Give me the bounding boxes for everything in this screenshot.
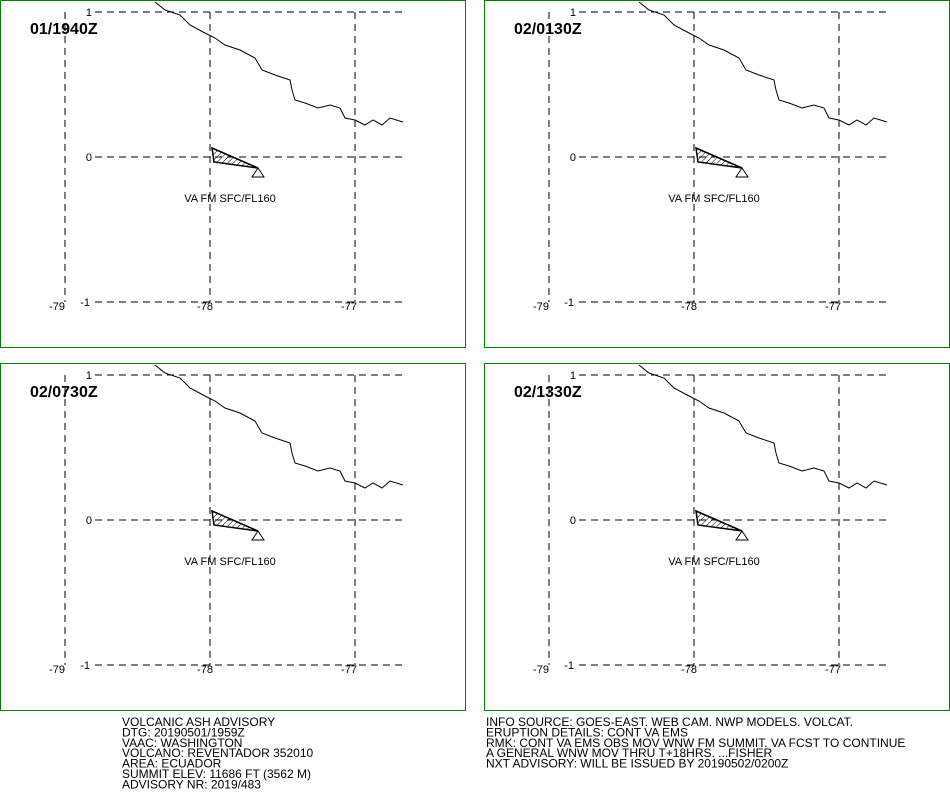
- advisory-line: VOLCANO: REVENTADOR 352010: [122, 746, 314, 760]
- lon-label: -78: [681, 664, 697, 676]
- coastline: [154, 364, 404, 489]
- lat-label: -1: [564, 660, 574, 672]
- advisory-line: DTG: 20190501/1959Z: [122, 725, 245, 739]
- map-panel: 02/1330Z VA FM SFC/FL160 1 0 -1 -79 -78 -77: [484, 363, 950, 711]
- advisory-line: RMK: CONT VA EMS OBS MOV WNW FM SUMMIT. …: [486, 736, 905, 750]
- ash-edge: [695, 147, 743, 169]
- volcano: [251, 167, 265, 178]
- lat-label: 0: [570, 515, 576, 527]
- advisory-line: AREA: ECUADOR: [122, 757, 222, 771]
- lon-label: -77: [341, 301, 357, 313]
- panel-border: [484, 0, 950, 348]
- advisory-line: VAAC: WASHINGTON: [122, 736, 242, 750]
- lat-label: 1: [570, 370, 576, 382]
- ash-annotation: VA FM SFC/FL160: [184, 193, 276, 205]
- lon-label: -79: [49, 664, 65, 676]
- coastline: [154, 1, 404, 126]
- ash-annotation: VA FM SFC/FL160: [668, 193, 760, 205]
- advisory-line: ADVISORY NR: 2019/483: [122, 777, 261, 791]
- map-panel: 01/1940Z VA FM SFC/FL160 1 0 -1 -79 -78 -77: [0, 0, 466, 348]
- lon-label: -79: [49, 301, 65, 313]
- advisory-line: ERUPTION DETAILS: CONT VA EMS: [486, 725, 688, 739]
- lat-label: -1: [80, 660, 90, 672]
- lon-label: -78: [681, 301, 697, 313]
- panel-border: [0, 0, 466, 348]
- advisory-line: A GENERAL WNW MOV THRU T+18HRS. ...FISHE…: [486, 746, 772, 760]
- panel-border: [484, 363, 950, 711]
- lon-label: -77: [825, 664, 841, 676]
- panel-time: 02/0730Z: [30, 384, 98, 401]
- coastline: [638, 1, 888, 126]
- lat-label: -1: [564, 297, 574, 309]
- advisory-line: VOLCANIC ASH ADVISORY: [122, 715, 275, 729]
- lat-label: 1: [86, 7, 92, 19]
- lon-label: -78: [197, 664, 213, 676]
- coastline: [638, 364, 888, 489]
- lat-label: 0: [570, 152, 576, 164]
- panel-time: 01/1940Z: [30, 21, 98, 38]
- lat-label: 0: [86, 515, 92, 527]
- lat-label: -1: [80, 297, 90, 309]
- map-panel: 02/0130Z VA FM SFC/FL160 1 0 -1 -79 -78 -77: [484, 0, 950, 348]
- panel-border: [0, 363, 466, 711]
- lat-label: 1: [86, 370, 92, 382]
- lon-label: -77: [341, 664, 357, 676]
- ash-annotation: VA FM SFC/FL160: [668, 556, 760, 568]
- map-panel: 02/0730Z VA FM SFC/FL160 1 0 -1 -79 -78 -77: [0, 363, 466, 711]
- advisory-line: NXT ADVISORY: WILL BE ISSUED BY 20190502…: [486, 757, 788, 771]
- lat-label: 0: [86, 152, 92, 164]
- volcano: [735, 167, 749, 178]
- panel-time: 02/1330Z: [514, 384, 582, 401]
- ash-edge: [695, 510, 743, 532]
- lon-label: -77: [825, 301, 841, 313]
- volcano: [251, 530, 265, 541]
- ash-edge: [211, 510, 259, 532]
- ash-annotation: VA FM SFC/FL160: [184, 556, 276, 568]
- volcano: [735, 530, 749, 541]
- lat-label: 1: [570, 7, 576, 19]
- ash-edge: [211, 147, 259, 169]
- lon-label: -79: [533, 664, 549, 676]
- advisory-line: INFO SOURCE: GOES-EAST. WEB CAM. NWP MOD…: [486, 715, 853, 729]
- lon-label: -79: [533, 301, 549, 313]
- panel-time: 02/0130Z: [514, 21, 582, 38]
- lon-label: -78: [197, 301, 213, 313]
- advisory-line: SUMMIT ELEV: 11686 FT (3562 M): [122, 767, 311, 781]
